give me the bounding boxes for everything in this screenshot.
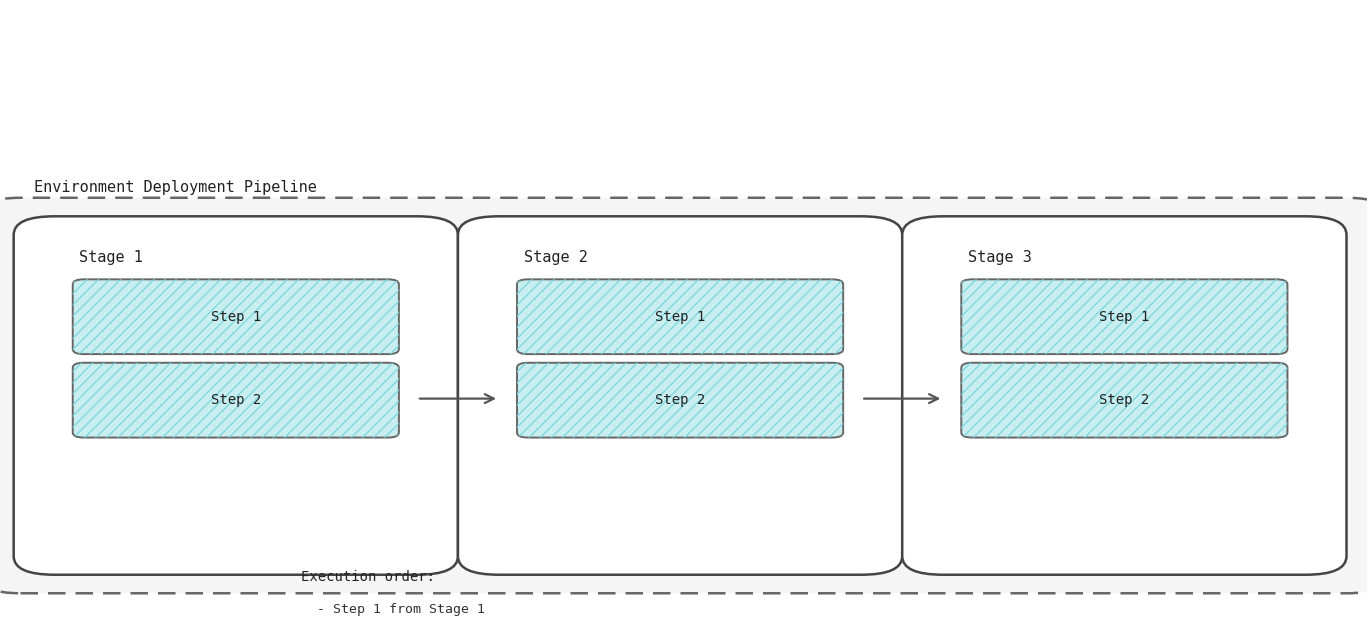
FancyBboxPatch shape	[0, 198, 1367, 593]
FancyBboxPatch shape	[961, 279, 1288, 354]
Text: Stage 3: Stage 3	[968, 250, 1032, 265]
Text: Step 1: Step 1	[655, 310, 705, 324]
FancyBboxPatch shape	[902, 216, 1346, 575]
FancyBboxPatch shape	[961, 363, 1288, 438]
FancyBboxPatch shape	[458, 216, 902, 575]
Text: Execution order:: Execution order:	[301, 570, 435, 584]
Text: Step 2: Step 2	[1099, 393, 1150, 407]
Text: Step 2: Step 2	[211, 393, 261, 407]
Text: Step 1: Step 1	[211, 310, 261, 324]
Text: - Step 1 from Stage 1: - Step 1 from Stage 1	[301, 603, 485, 616]
Text: Stage 2: Stage 2	[524, 250, 588, 265]
FancyBboxPatch shape	[72, 363, 399, 438]
Text: Stage 1: Stage 1	[79, 250, 144, 265]
FancyBboxPatch shape	[72, 279, 399, 354]
Text: Environment Deployment Pipeline: Environment Deployment Pipeline	[34, 180, 317, 195]
FancyBboxPatch shape	[517, 363, 843, 438]
FancyBboxPatch shape	[517, 279, 843, 354]
Text: Step 1: Step 1	[1099, 310, 1150, 324]
Text: Step 2: Step 2	[655, 393, 705, 407]
FancyBboxPatch shape	[14, 216, 458, 575]
